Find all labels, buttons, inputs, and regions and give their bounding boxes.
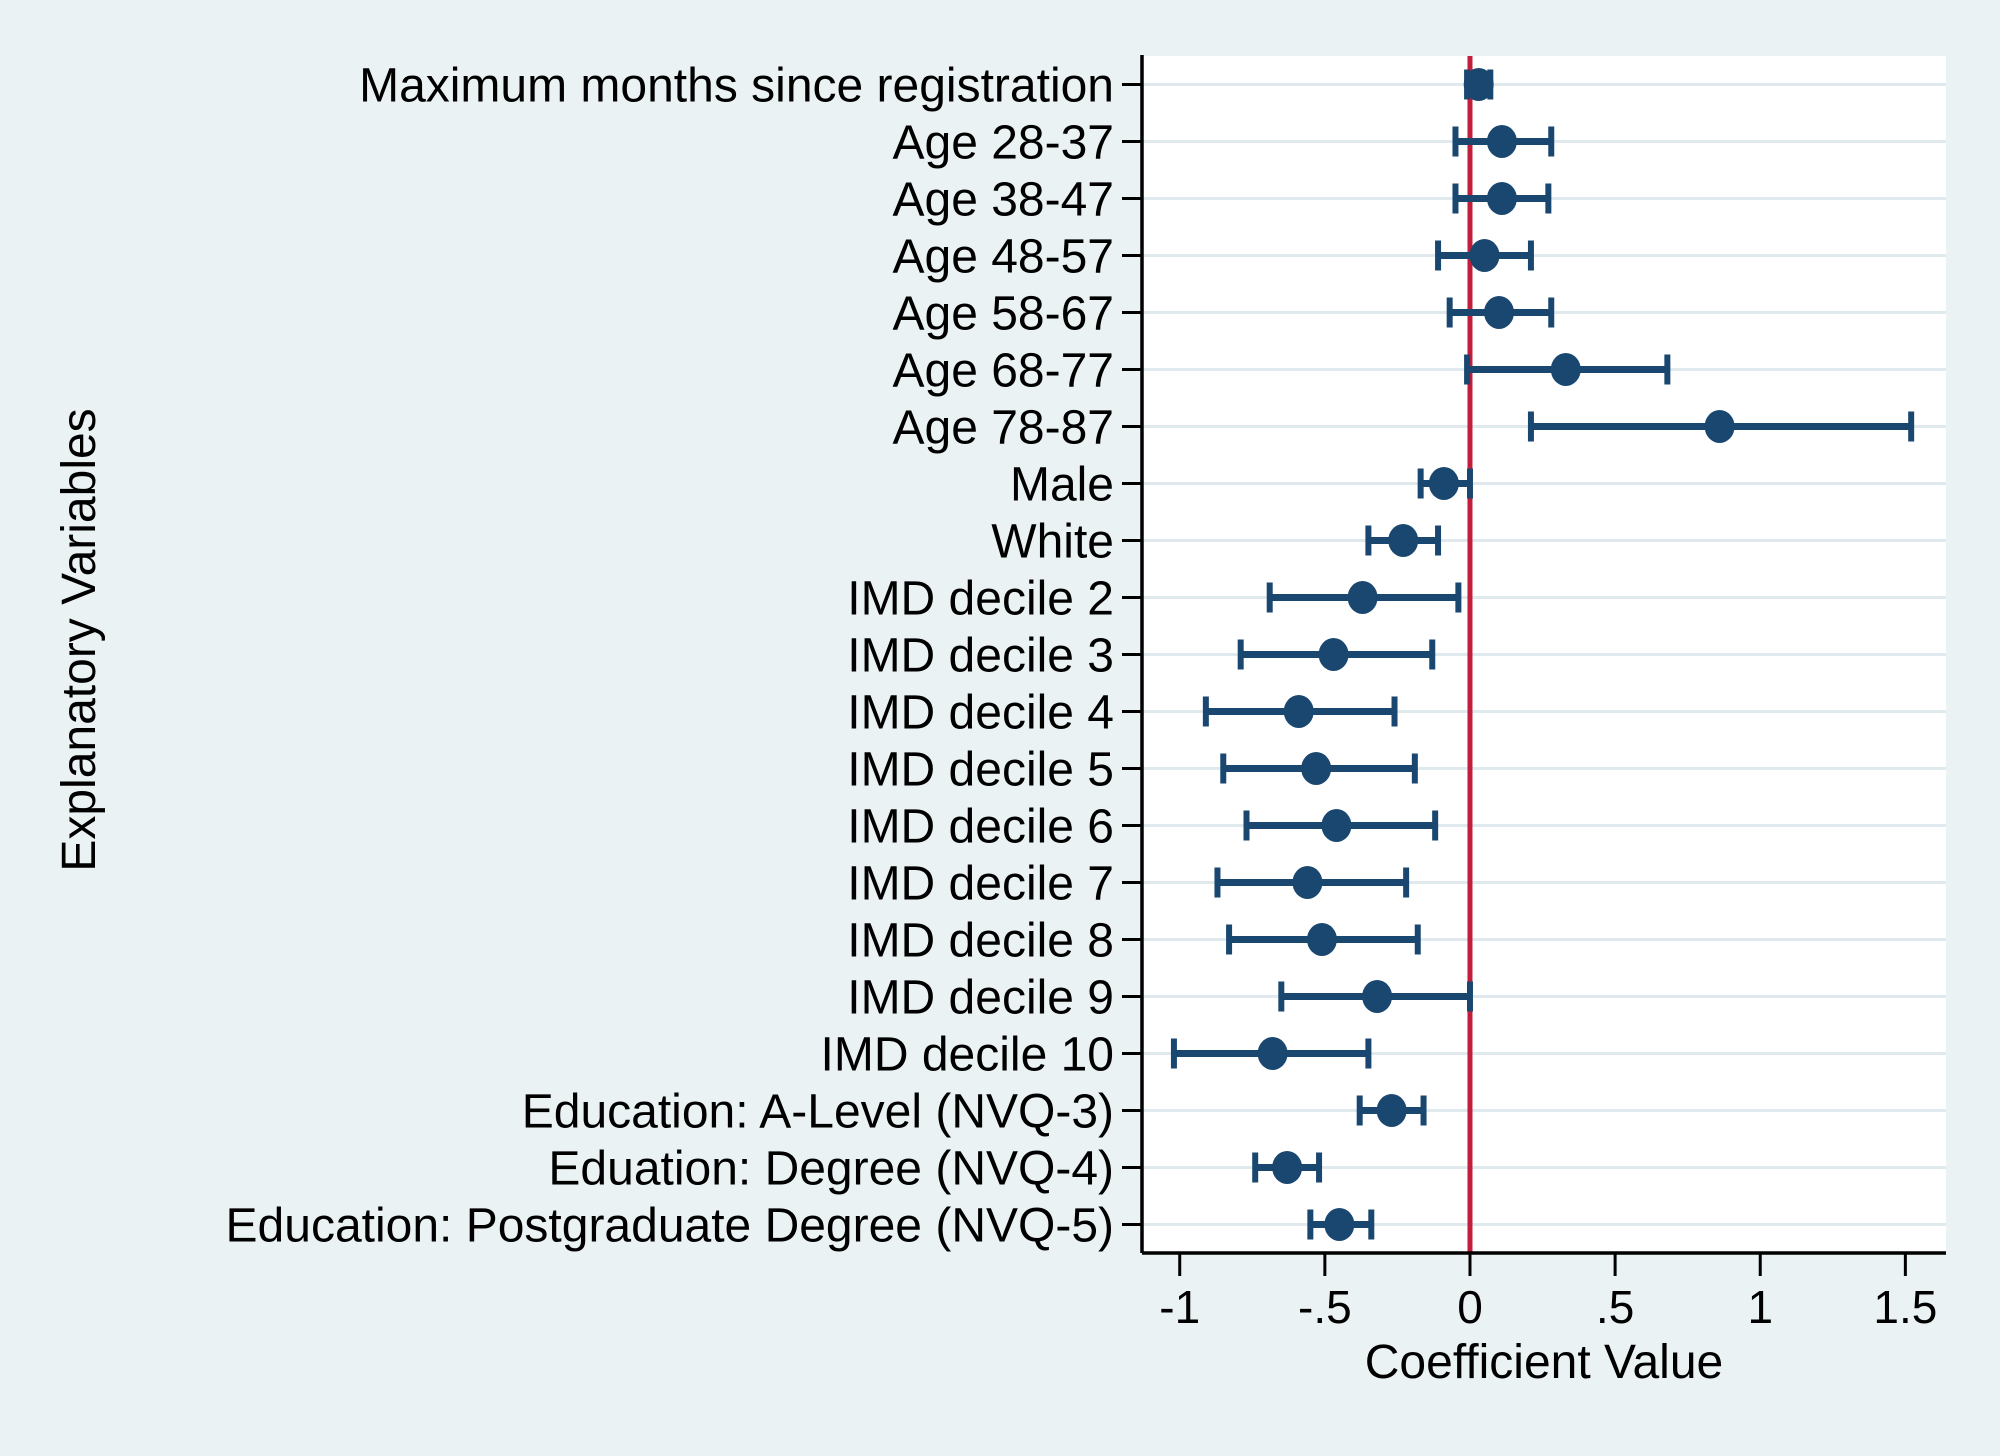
y-category-label: IMD decile 2 bbox=[847, 573, 1114, 626]
x-axis-title: Coefficient Value bbox=[1365, 1336, 1723, 1389]
coef-marker bbox=[1306, 923, 1337, 956]
coef-marker bbox=[1486, 182, 1517, 215]
coef-marker bbox=[1486, 125, 1517, 158]
coef-marker bbox=[1704, 410, 1735, 443]
y-category-label: IMD decile 8 bbox=[847, 915, 1114, 968]
y-category-label: IMD decile 7 bbox=[847, 858, 1114, 911]
x-tick-label: .5 bbox=[1596, 1281, 1634, 1333]
y-category-label: Age 68-77 bbox=[892, 345, 1114, 398]
coef-marker bbox=[1362, 980, 1393, 1013]
coef-marker bbox=[1376, 1094, 1407, 1127]
coef-marker bbox=[1428, 467, 1459, 500]
y-category-label: Age 58-67 bbox=[892, 288, 1114, 341]
coef-marker bbox=[1257, 1037, 1288, 1070]
coef-marker bbox=[1292, 866, 1323, 899]
y-category-label: Eduation: Degree (NVQ-4) bbox=[548, 1143, 1114, 1196]
coef-marker bbox=[1388, 524, 1419, 557]
y-category-label: White bbox=[991, 516, 1114, 569]
x-tick-label: -.5 bbox=[1298, 1281, 1352, 1333]
y-category-label: Maximum months since registration bbox=[359, 60, 1114, 113]
y-category-label: IMD decile 9 bbox=[847, 972, 1114, 1025]
coef-marker bbox=[1272, 1151, 1303, 1184]
y-category-label: Age 48-57 bbox=[892, 231, 1114, 284]
x-tick-label: 1 bbox=[1747, 1281, 1773, 1333]
y-category-label: IMD decile 3 bbox=[847, 630, 1114, 683]
y-category-label: Age 38-47 bbox=[892, 174, 1114, 227]
x-tick-label: 0 bbox=[1457, 1281, 1483, 1333]
coef-marker bbox=[1318, 638, 1349, 671]
y-category-label: Education: Postgraduate Degree (NVQ-5) bbox=[226, 1200, 1114, 1253]
coef-marker bbox=[1469, 239, 1500, 272]
y-category-label: Education: A-Level (NVQ-3) bbox=[522, 1086, 1114, 1139]
y-category-label: IMD decile 4 bbox=[847, 687, 1114, 740]
coef-marker bbox=[1301, 752, 1332, 785]
x-tick-label: -1 bbox=[1159, 1281, 1200, 1333]
coef-marker bbox=[1321, 809, 1352, 842]
y-category-label: Male bbox=[1010, 459, 1114, 512]
coef-marker bbox=[1484, 296, 1515, 329]
y-category-label: IMD decile 6 bbox=[847, 801, 1114, 854]
coef-marker bbox=[1283, 695, 1314, 728]
y-category-label: Age 28-37 bbox=[892, 117, 1114, 170]
y-category-label: Age 78-87 bbox=[892, 402, 1114, 455]
coef-marker bbox=[1347, 581, 1378, 614]
coef-marker bbox=[1324, 1208, 1355, 1241]
x-tick-label: 1.5 bbox=[1873, 1281, 1937, 1333]
y-category-label: IMD decile 10 bbox=[821, 1029, 1114, 1082]
y-axis-title: Explanatory Variables bbox=[53, 408, 106, 871]
y-category-label: IMD decile 5 bbox=[847, 744, 1114, 797]
coef-marker bbox=[1550, 353, 1581, 386]
coef-marker bbox=[1463, 68, 1494, 101]
